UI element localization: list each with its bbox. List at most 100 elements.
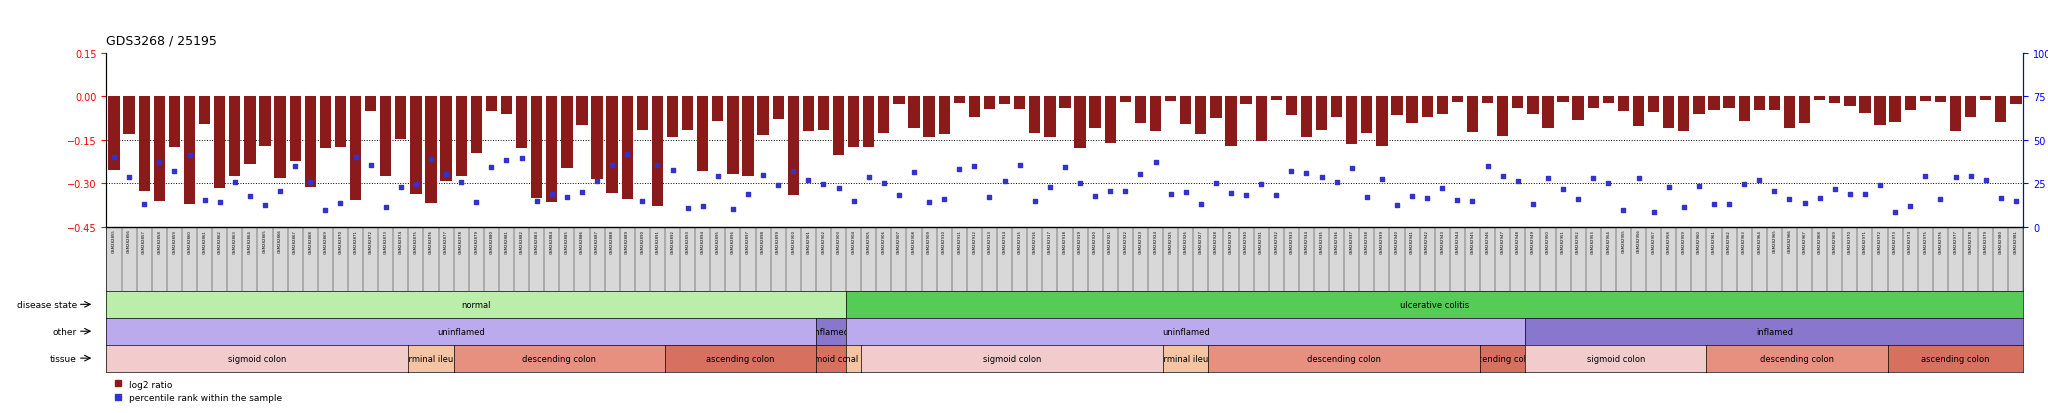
- Point: [1563, 197, 1595, 203]
- Point: [430, 171, 463, 178]
- Bar: [1542, 97, 1554, 129]
- Text: GSM282877: GSM282877: [444, 229, 449, 253]
- Text: GSM282879: GSM282879: [475, 229, 479, 253]
- Bar: [1573, 97, 1583, 121]
- Point: [354, 162, 387, 169]
- Point: [731, 191, 764, 197]
- Bar: [1210, 97, 1221, 119]
- Point: [1094, 188, 1126, 195]
- Text: GSM282967: GSM282967: [1802, 229, 1806, 253]
- Bar: [1724, 97, 1735, 109]
- Point: [264, 188, 297, 195]
- Bar: [954, 97, 965, 103]
- Text: GSM282952: GSM282952: [1577, 229, 1581, 253]
- Bar: [1059, 97, 1071, 109]
- Text: GSM282964: GSM282964: [1757, 229, 1761, 253]
- Point: [309, 207, 342, 214]
- Text: GSM282926: GSM282926: [1184, 229, 1188, 253]
- Bar: [1241, 97, 1251, 104]
- Bar: [561, 97, 573, 169]
- Text: GSM282974: GSM282974: [1909, 229, 1913, 253]
- Point: [324, 200, 356, 206]
- Point: [1139, 159, 1171, 166]
- Bar: [1090, 97, 1102, 128]
- Text: terminal ileum: terminal ileum: [823, 354, 885, 363]
- Bar: [1255, 97, 1268, 142]
- Bar: [1784, 97, 1796, 129]
- Bar: [1919, 97, 1931, 102]
- Bar: [426, 97, 436, 204]
- Bar: [1346, 97, 1358, 145]
- Bar: [803, 97, 813, 132]
- Point: [188, 197, 221, 204]
- Text: GSM282866: GSM282866: [279, 229, 283, 253]
- Text: GSM282887: GSM282887: [596, 229, 600, 253]
- Text: GSM282930: GSM282930: [1243, 229, 1247, 253]
- Bar: [668, 97, 678, 138]
- Point: [565, 189, 598, 195]
- Bar: [1075, 97, 1085, 149]
- Point: [1667, 204, 1700, 211]
- Text: GDS3268 / 25195: GDS3268 / 25195: [106, 34, 217, 47]
- Text: GSM282920: GSM282920: [1094, 229, 1098, 253]
- Bar: [1300, 97, 1313, 138]
- Text: GSM282947: GSM282947: [1501, 229, 1505, 253]
- Point: [1184, 202, 1217, 208]
- Text: GSM282874: GSM282874: [399, 229, 403, 253]
- Text: terminal ileum: terminal ileum: [1155, 354, 1217, 363]
- Point: [174, 153, 207, 159]
- Point: [1124, 171, 1157, 178]
- Point: [1229, 192, 1262, 199]
- Bar: [1044, 97, 1055, 138]
- Point: [399, 181, 432, 188]
- Point: [942, 166, 975, 173]
- Text: descending colon: descending colon: [1759, 354, 1835, 363]
- Point: [1350, 195, 1382, 201]
- Point: [1200, 180, 1233, 187]
- Point: [369, 204, 401, 211]
- Point: [414, 157, 446, 163]
- Text: GSM282885: GSM282885: [565, 229, 569, 253]
- Text: GSM282888: GSM282888: [610, 229, 614, 253]
- Text: GSM282980: GSM282980: [1999, 229, 2003, 253]
- Point: [279, 164, 311, 170]
- Point: [1397, 193, 1430, 199]
- Point: [610, 152, 643, 158]
- Bar: [1708, 97, 1720, 111]
- Text: GSM282935: GSM282935: [1319, 229, 1323, 253]
- Point: [248, 202, 281, 208]
- Bar: [395, 97, 406, 140]
- Text: GSM282871: GSM282871: [354, 229, 358, 253]
- Point: [1155, 192, 1188, 198]
- Point: [1894, 203, 1927, 210]
- Point: [928, 196, 961, 202]
- Point: [1018, 198, 1051, 205]
- Text: GSM282961: GSM282961: [1712, 229, 1716, 253]
- Text: GSM282858: GSM282858: [158, 229, 162, 253]
- Point: [535, 191, 567, 197]
- Point: [1591, 180, 1624, 187]
- Text: GSM282976: GSM282976: [1937, 229, 1942, 253]
- Bar: [1317, 97, 1327, 131]
- Point: [158, 168, 190, 175]
- Text: GSM282918: GSM282918: [1063, 229, 1067, 253]
- Text: ascending colon: ascending colon: [707, 354, 774, 363]
- Text: GSM282951: GSM282951: [1561, 229, 1565, 253]
- Text: GSM282902: GSM282902: [821, 229, 825, 253]
- Bar: [924, 97, 934, 138]
- Bar: [1270, 97, 1282, 101]
- Text: GSM282909: GSM282909: [928, 229, 932, 253]
- Bar: [154, 97, 166, 201]
- Text: GSM282979: GSM282979: [1985, 229, 1989, 253]
- Bar: [1331, 97, 1341, 118]
- Text: GSM282880: GSM282880: [489, 229, 494, 253]
- Text: GSM282962: GSM282962: [1726, 229, 1731, 253]
- Text: GSM282864: GSM282864: [248, 229, 252, 253]
- Bar: [530, 97, 543, 198]
- Text: GSM282855: GSM282855: [113, 229, 117, 253]
- Text: GSM282905: GSM282905: [866, 229, 870, 253]
- Bar: [1995, 97, 2007, 122]
- Point: [1774, 196, 1806, 202]
- Bar: [1950, 97, 1962, 131]
- Point: [1698, 202, 1731, 208]
